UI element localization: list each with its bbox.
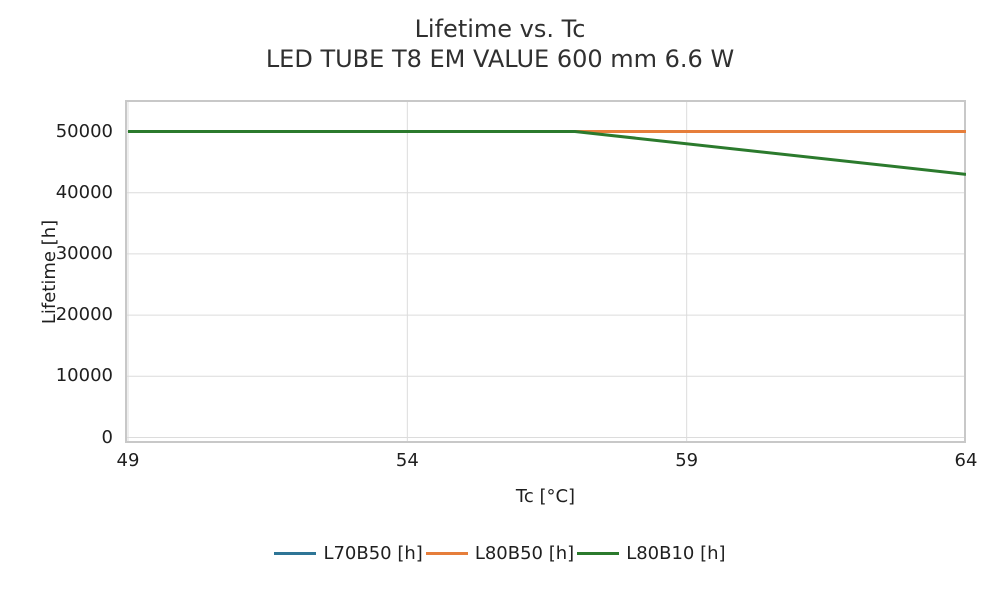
- ytick-20000: 20000: [55, 304, 113, 326]
- ytick-10000: 10000: [55, 365, 113, 387]
- xtick-49: 49: [116, 450, 140, 471]
- legend-item-l70b50: L70B50 [h]: [274, 542, 423, 564]
- chart-subtitle: LED TUBE T8 EM VALUE 600 mm 6.6 W: [265, 45, 735, 73]
- y-axis-title: Lifetime [h]: [39, 219, 60, 325]
- legend-line-swatch: [577, 551, 620, 555]
- xtick-64: 64: [954, 450, 978, 471]
- legend-item-l80b50: L80B50 [h]: [425, 542, 575, 564]
- plot-border: [125, 100, 966, 443]
- legend-label: L80B10 [h]: [626, 542, 726, 564]
- x-axis-title: Tc [°C]: [515, 486, 576, 507]
- chart-legend: L70B50 [h] L80B50 [h] L80B10 [h]: [0, 540, 1000, 566]
- ytick-30000: 30000: [55, 242, 113, 264]
- legend-label: L80B50 [h]: [474, 542, 575, 564]
- plot-canvas: [125, 100, 966, 443]
- plot-area: [125, 100, 966, 443]
- ytick-40000: 40000: [55, 181, 113, 203]
- ytick-0: 0: [101, 426, 113, 448]
- chart-title-block: Lifetime vs. Tc LED TUBE T8 EM VALUE 600…: [0, 14, 1000, 74]
- xtick-59: 59: [675, 450, 699, 471]
- ytick-50000: 50000: [55, 120, 113, 142]
- xtick-54: 54: [395, 450, 419, 471]
- legend-line-swatch: [425, 551, 468, 555]
- chart-title: Lifetime vs. Tc: [414, 15, 586, 43]
- series-line-l80b10: [128, 130, 966, 176]
- legend-label: L70B50 [h]: [323, 542, 423, 564]
- legend-item-l80b10: L80B10 [h]: [577, 542, 726, 564]
- legend-line-swatch: [274, 551, 317, 555]
